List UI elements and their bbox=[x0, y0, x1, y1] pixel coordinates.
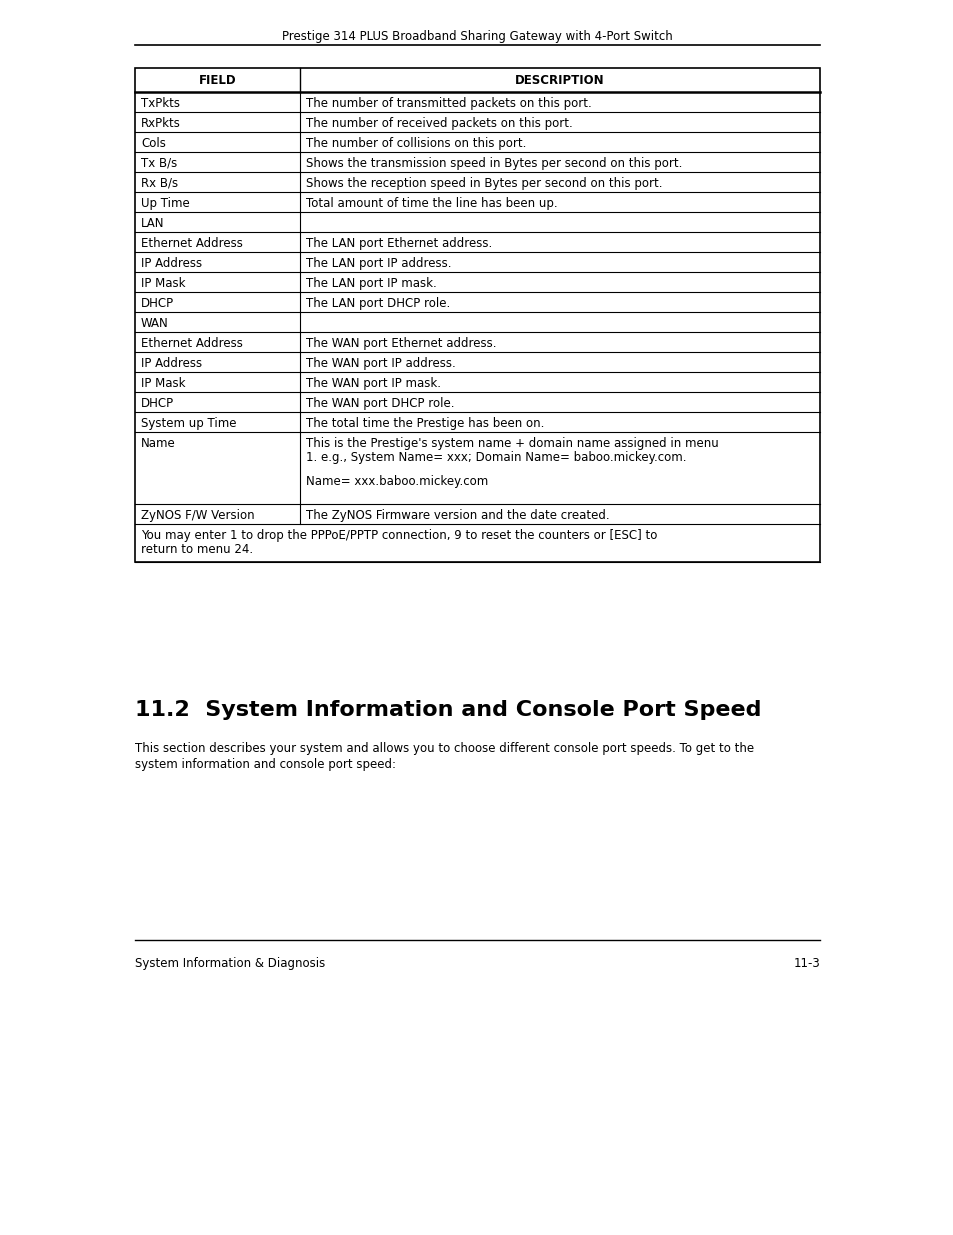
Text: DHCP: DHCP bbox=[141, 396, 174, 410]
Text: The LAN port IP address.: The LAN port IP address. bbox=[306, 257, 451, 270]
Text: The WAN port DHCP role.: The WAN port DHCP role. bbox=[306, 396, 454, 410]
Text: LAN: LAN bbox=[141, 217, 164, 230]
Text: IP Mask: IP Mask bbox=[141, 377, 185, 390]
Text: The number of collisions on this port.: The number of collisions on this port. bbox=[306, 137, 526, 149]
Text: The ZyNOS Firmware version and the date created.: The ZyNOS Firmware version and the date … bbox=[306, 509, 609, 522]
Text: 11-3: 11-3 bbox=[792, 957, 820, 969]
Text: 1. e.g., System Name= xxx; Domain Name= baboo.mickey.com.: 1. e.g., System Name= xxx; Domain Name= … bbox=[306, 451, 686, 464]
Text: DHCP: DHCP bbox=[141, 296, 174, 310]
Text: The LAN port IP mask.: The LAN port IP mask. bbox=[306, 277, 436, 290]
Text: Name= xxx.baboo.mickey.com: Name= xxx.baboo.mickey.com bbox=[306, 475, 488, 488]
Text: This section describes your system and allows you to choose different console po: This section describes your system and a… bbox=[135, 742, 753, 755]
Text: The LAN port Ethernet address.: The LAN port Ethernet address. bbox=[306, 237, 492, 249]
Text: The WAN port IP address.: The WAN port IP address. bbox=[306, 357, 456, 370]
Text: This is the Prestige's system name + domain name assigned in menu: This is the Prestige's system name + dom… bbox=[306, 437, 718, 450]
Text: Shows the transmission speed in Bytes per second on this port.: Shows the transmission speed in Bytes pe… bbox=[306, 157, 681, 170]
Text: The LAN port DHCP role.: The LAN port DHCP role. bbox=[306, 296, 450, 310]
Text: Name: Name bbox=[141, 437, 175, 450]
Text: Tx B/s: Tx B/s bbox=[141, 157, 177, 170]
Text: System Information & Diagnosis: System Information & Diagnosis bbox=[135, 957, 325, 969]
Text: The number of transmitted packets on this port.: The number of transmitted packets on thi… bbox=[306, 98, 591, 110]
Text: Prestige 314 PLUS Broadband Sharing Gateway with 4-Port Switch: Prestige 314 PLUS Broadband Sharing Gate… bbox=[281, 30, 672, 43]
Text: Ethernet Address: Ethernet Address bbox=[141, 337, 243, 350]
Text: Up Time: Up Time bbox=[141, 198, 190, 210]
Text: The number of received packets on this port.: The number of received packets on this p… bbox=[306, 117, 572, 130]
Text: The total time the Prestige has been on.: The total time the Prestige has been on. bbox=[306, 417, 544, 430]
Bar bbox=[135, 68, 820, 562]
Text: WAN: WAN bbox=[141, 317, 169, 330]
Text: You may enter 1 to drop the PPPoE/PPTP connection, 9 to reset the counters or [E: You may enter 1 to drop the PPPoE/PPTP c… bbox=[141, 529, 657, 542]
Text: RxPkts: RxPkts bbox=[141, 117, 181, 130]
Text: 11.2  System Information and Console Port Speed: 11.2 System Information and Console Port… bbox=[135, 700, 760, 720]
Text: DESCRIPTION: DESCRIPTION bbox=[515, 74, 604, 86]
Text: Cols: Cols bbox=[141, 137, 166, 149]
Text: IP Mask: IP Mask bbox=[141, 277, 185, 290]
Text: Total amount of time the line has been up.: Total amount of time the line has been u… bbox=[306, 198, 558, 210]
Text: The WAN port Ethernet address.: The WAN port Ethernet address. bbox=[306, 337, 496, 350]
Text: IP Address: IP Address bbox=[141, 357, 202, 370]
Text: Shows the reception speed in Bytes per second on this port.: Shows the reception speed in Bytes per s… bbox=[306, 177, 661, 190]
Text: Ethernet Address: Ethernet Address bbox=[141, 237, 243, 249]
Text: ZyNOS F/W Version: ZyNOS F/W Version bbox=[141, 509, 254, 522]
Text: The WAN port IP mask.: The WAN port IP mask. bbox=[306, 377, 440, 390]
Text: return to menu 24.: return to menu 24. bbox=[141, 543, 253, 556]
Text: TxPkts: TxPkts bbox=[141, 98, 180, 110]
Text: IP Address: IP Address bbox=[141, 257, 202, 270]
Text: System up Time: System up Time bbox=[141, 417, 236, 430]
Text: system information and console port speed:: system information and console port spee… bbox=[135, 758, 395, 771]
Text: Rx B/s: Rx B/s bbox=[141, 177, 178, 190]
Text: FIELD: FIELD bbox=[198, 74, 236, 86]
